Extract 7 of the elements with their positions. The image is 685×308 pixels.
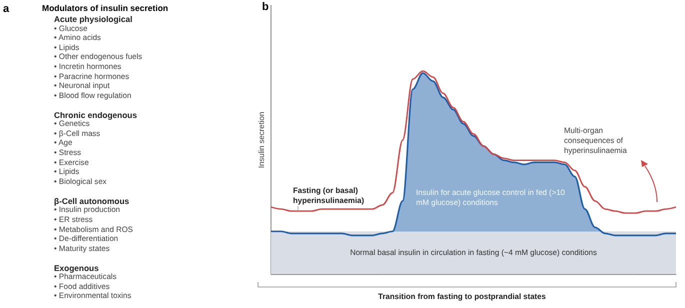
chart-title: b <box>262 1 269 13</box>
text: β-Cell autonomous <box>54 196 130 206</box>
text: Exogenous <box>54 262 99 273</box>
text: Chronic endogenous <box>54 110 137 120</box>
text: Modulators of insulin secretion <box>42 3 168 13</box>
text: Acute physiological <box>54 14 132 24</box>
text: a <box>3 3 10 15</box>
